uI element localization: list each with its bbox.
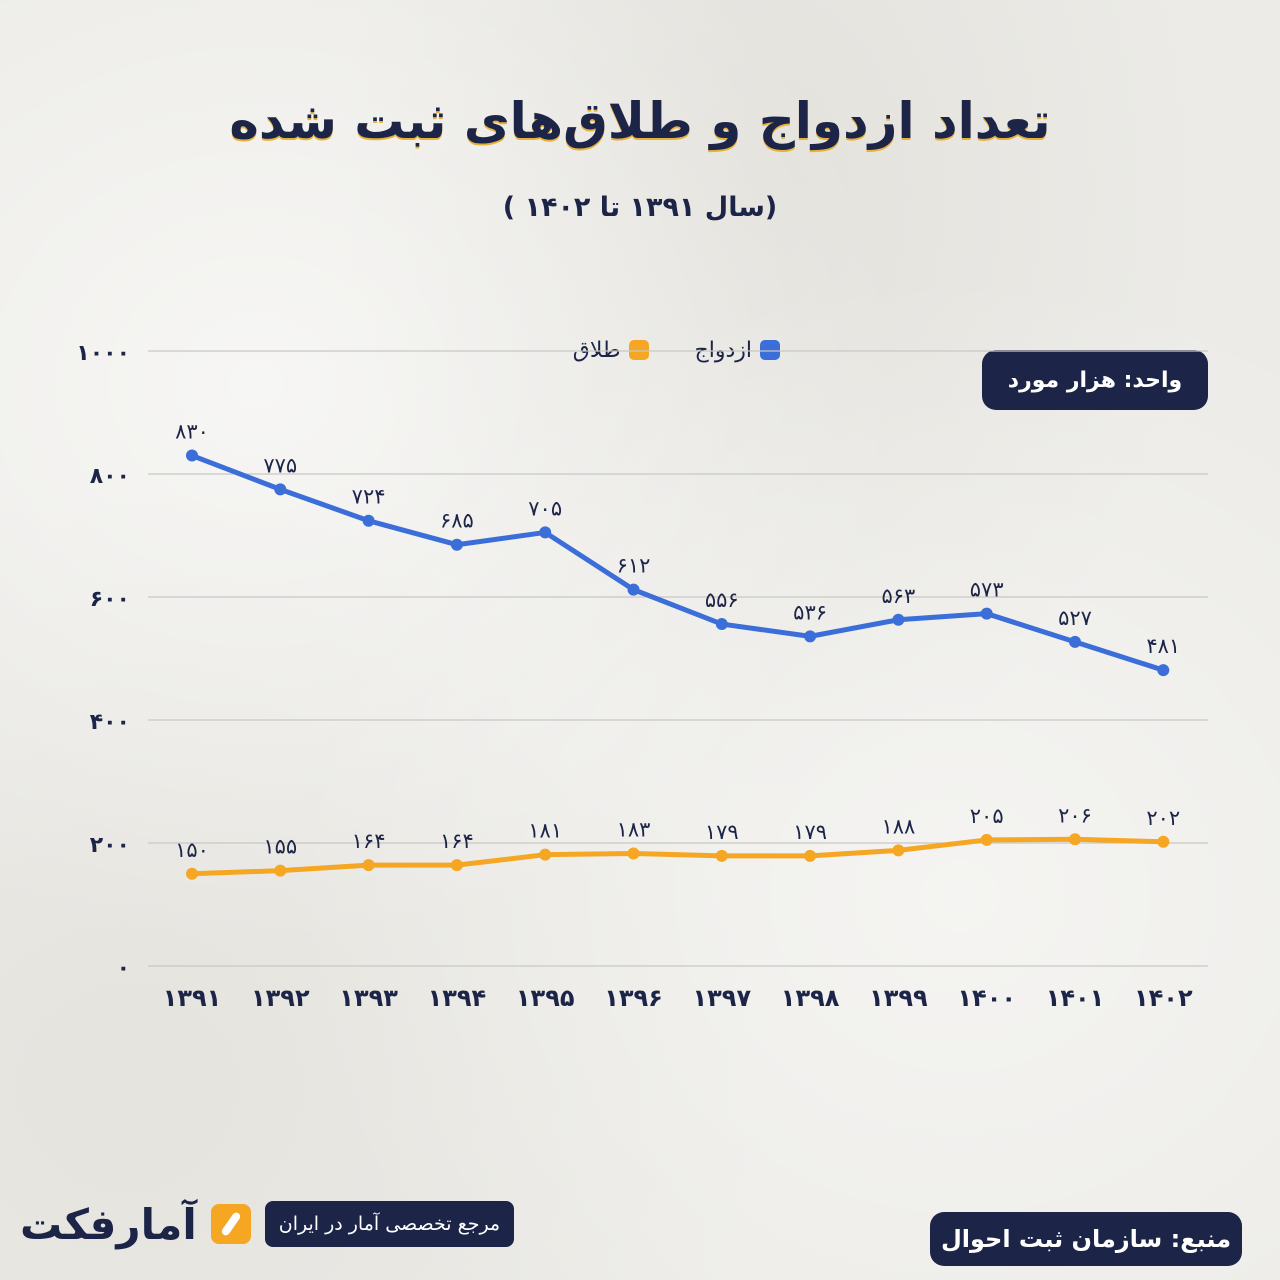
data-label-divorce-3: ۱۶۴ xyxy=(440,829,474,853)
data-label-divorce-1: ۱۵۵ xyxy=(263,835,297,859)
data-label-marriage-10: ۵۲۷ xyxy=(1058,606,1092,630)
x-tick-label-3: ۱۳۹۴ xyxy=(428,984,487,1012)
point-divorce-6 xyxy=(715,849,728,862)
y-tick-label-600: ۶۰۰ xyxy=(90,587,130,612)
y-tick-label-0: ۰ xyxy=(117,956,130,981)
legend-item-marriage: ازدواج xyxy=(695,338,780,363)
point-divorce-7 xyxy=(804,849,817,862)
x-tick-label-10: ۱۴۰۱ xyxy=(1046,984,1105,1012)
y-tick-label-400: ۴۰۰ xyxy=(90,710,130,735)
data-label-marriage-0: ۸۳۰ xyxy=(175,420,209,444)
data-label-marriage-1: ۷۷۵ xyxy=(263,453,297,477)
point-divorce-10 xyxy=(1069,833,1081,846)
x-tick-label-2: ۱۳۹۳ xyxy=(339,984,398,1012)
data-label-marriage-8: ۵۶۳ xyxy=(881,584,915,608)
point-marriage-4 xyxy=(539,526,552,539)
point-divorce-2 xyxy=(362,859,375,872)
data-label-marriage-5: ۶۱۲ xyxy=(617,554,651,578)
data-label-marriage-3: ۶۸۵ xyxy=(440,509,474,533)
point-marriage-0 xyxy=(186,449,198,462)
point-marriage-7 xyxy=(804,630,817,643)
x-tick-label-1: ۱۳۹۲ xyxy=(251,984,310,1012)
brand-name: آمارفکت xyxy=(20,1199,198,1249)
legend-swatch-divorce xyxy=(628,340,649,360)
point-marriage-1 xyxy=(274,483,287,496)
point-marriage-9 xyxy=(980,607,993,620)
brand-tagline: مرجع تخصصی آمار در ایران xyxy=(264,1201,515,1247)
chart-subtitle: (سال ۱۳۹۱ تا ۱۴۰۲ ) xyxy=(502,192,778,223)
x-tick-label-9: ۱۴۰۰ xyxy=(957,984,1016,1012)
data-label-divorce-7: ۱۷۹ xyxy=(793,820,827,844)
brand-logo-icon xyxy=(210,1204,251,1244)
data-label-divorce-5: ۱۸۳ xyxy=(617,817,651,841)
point-divorce-9 xyxy=(980,833,993,846)
x-tick-label-11: ۱۴۰۲ xyxy=(1134,984,1193,1012)
point-divorce-11 xyxy=(1157,835,1170,848)
data-label-divorce-10: ۲۰۶ xyxy=(1058,803,1092,827)
legend-swatch-marriage xyxy=(760,340,780,360)
point-divorce-4 xyxy=(539,848,552,861)
unit-badge: واحد: هزار مورد xyxy=(982,350,1208,410)
point-marriage-6 xyxy=(715,618,728,631)
brand-footer: آمارفکت مرجع تخصصی آمار در ایران xyxy=(20,1196,515,1252)
source-badge: منبع: سازمان ثبت احوال xyxy=(930,1212,1242,1266)
series-line-divorce xyxy=(189,836,1166,877)
point-marriage-11 xyxy=(1157,664,1170,677)
data-label-marriage-6: ۵۵۶ xyxy=(705,588,739,612)
legend-item-divorce: طلاق xyxy=(573,338,649,363)
point-marriage-2 xyxy=(362,514,375,527)
x-tick-label-4: ۱۳۹۵ xyxy=(516,984,575,1012)
data-label-divorce-2: ۱۶۴ xyxy=(352,829,386,853)
data-label-divorce-4: ۱۸۱ xyxy=(528,819,562,843)
x-tick-label-8: ۱۳۹۹ xyxy=(869,984,928,1012)
point-marriage-8 xyxy=(892,613,905,626)
data-label-marriage-11: ۴۸۱ xyxy=(1146,634,1180,658)
y-tick-label-200: ۲۰۰ xyxy=(90,833,130,858)
y-tick-label-800: ۸۰۰ xyxy=(90,464,130,489)
data-label-marriage-4: ۷۰۵ xyxy=(528,496,562,520)
x-tick-label-5: ۱۳۹۶ xyxy=(604,984,663,1012)
data-label-divorce-11: ۲۰۲ xyxy=(1146,806,1180,830)
point-divorce-3 xyxy=(450,859,463,872)
data-label-marriage-7: ۵۳۶ xyxy=(793,600,827,624)
point-divorce-8 xyxy=(892,844,905,857)
series-line-marriage xyxy=(189,453,1166,673)
legend: ازدواج طلاق xyxy=(530,332,780,368)
y-tick-label-1000: ۱۰۰۰ xyxy=(76,341,130,366)
point-marriage-3 xyxy=(450,538,463,551)
point-divorce-0 xyxy=(186,867,198,880)
data-label-divorce-6: ۱۷۹ xyxy=(705,820,739,844)
data-label-divorce-8: ۱۸۸ xyxy=(881,814,915,838)
point-marriage-5 xyxy=(627,583,640,596)
chart-title: تعداد ازدواج و طلاق‌های ثبت شده xyxy=(229,92,1051,150)
x-tick-label-0: ۱۳۹۱ xyxy=(163,984,222,1012)
x-tick-label-6: ۱۳۹۷ xyxy=(693,984,752,1012)
point-divorce-5 xyxy=(627,847,640,860)
x-tick-label-7: ۱۳۹۸ xyxy=(781,984,840,1012)
point-marriage-10 xyxy=(1069,635,1081,648)
point-divorce-1 xyxy=(274,864,287,877)
data-label-marriage-9: ۵۷۳ xyxy=(970,578,1004,602)
data-label-marriage-2: ۷۲۴ xyxy=(352,485,386,509)
legend-label-divorce: طلاق xyxy=(572,337,621,363)
legend-label-marriage: ازدواج xyxy=(694,337,752,363)
data-label-divorce-0: ۱۵۰ xyxy=(175,838,209,862)
data-label-divorce-9: ۲۰۵ xyxy=(970,804,1004,828)
